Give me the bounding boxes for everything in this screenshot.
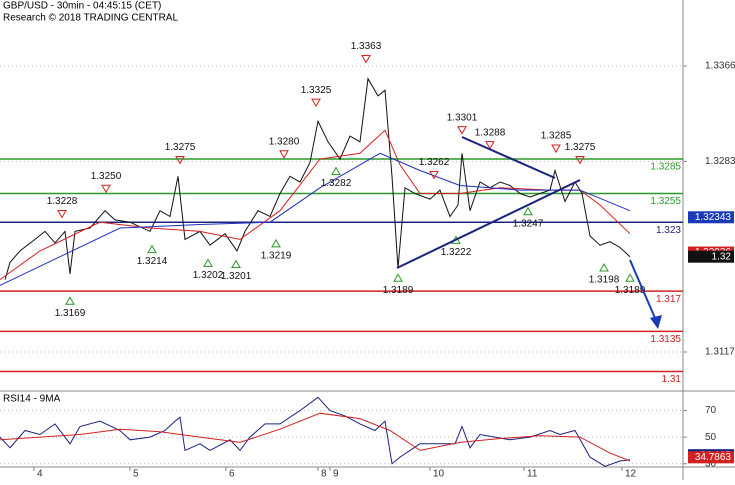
forecast-arrowhead bbox=[650, 315, 662, 329]
swing-low-marker bbox=[331, 166, 341, 175]
forecast-arrow bbox=[629, 259, 656, 319]
x-tick-label: 4 bbox=[37, 469, 43, 480]
swing-high-marker bbox=[429, 170, 439, 180]
swing-high-marker bbox=[57, 210, 67, 219]
x-tick-label: 10 bbox=[433, 469, 445, 480]
swing-high-marker bbox=[361, 54, 371, 64]
level-label: 1.3135 bbox=[650, 334, 681, 345]
swing-label: 1.3169 bbox=[55, 308, 86, 319]
level-label: 1.31 bbox=[662, 374, 682, 385]
price-panel: 1.3366 1.3283 1.3117 1.3285 1.3255 1.323 1.317… bbox=[0, 41, 735, 385]
swing-label: 1.3228 bbox=[47, 196, 78, 207]
swing-low-marker bbox=[393, 273, 403, 282]
chart-title: GBP/USD - 30min - 04:45:15 (CET) bbox=[3, 1, 161, 12]
swing-low-marker bbox=[65, 296, 75, 305]
level-label: 1.3285 bbox=[650, 162, 681, 173]
swing-low-marker bbox=[625, 273, 635, 282]
swing-high-marker bbox=[175, 156, 185, 165]
y-tick-label: 1.3283 bbox=[705, 156, 735, 167]
swing-label: 1.3301 bbox=[447, 112, 478, 123]
swing-low-marker bbox=[599, 262, 609, 272]
level-label: 1.3255 bbox=[650, 196, 681, 207]
chart-subtitle: Research © 2018 TRADING CENTRAL bbox=[3, 13, 178, 24]
x-tick-label: 8 bbox=[321, 469, 327, 480]
rsi-line bbox=[0, 396, 631, 467]
x-tick-label: 6 bbox=[229, 469, 235, 480]
swing-high-marker bbox=[575, 156, 585, 165]
swing-label: 1.3282 bbox=[321, 178, 352, 189]
y-tick-label: 1.3117 bbox=[705, 347, 735, 358]
price-marker bbox=[688, 451, 734, 464]
y-tick-label: 30 bbox=[705, 458, 717, 469]
y-tick-label: 70 bbox=[705, 405, 717, 416]
swing-label: 1.3189 bbox=[615, 285, 646, 296]
y-tick-label: 50 bbox=[705, 432, 717, 443]
trend-line bbox=[461, 136, 556, 179]
swing-label: 1.3219 bbox=[261, 250, 292, 261]
swing-label: 1.3280 bbox=[269, 136, 300, 147]
rsi-panel: 70503036.40534.7863 bbox=[0, 396, 734, 469]
swing-label: 1.3247 bbox=[513, 218, 544, 229]
x-tick-label: 5 bbox=[133, 469, 139, 480]
rsi-title: RSI14 - 9MA bbox=[3, 394, 61, 405]
swing-low-marker bbox=[523, 206, 533, 216]
price-marker-label: 1.32343 bbox=[695, 212, 732, 223]
swing-low-marker bbox=[231, 259, 241, 269]
swing-low-marker bbox=[203, 258, 213, 267]
level-label: 1.317 bbox=[656, 294, 681, 305]
swing-high-marker bbox=[551, 144, 561, 154]
swing-high-marker bbox=[485, 141, 495, 150]
price-marker bbox=[688, 250, 734, 263]
swing-high-marker bbox=[101, 184, 111, 194]
x-tick-label: 9 bbox=[333, 469, 339, 480]
swing-low-marker bbox=[147, 244, 157, 254]
x-tick-label: 11 bbox=[527, 469, 538, 480]
swing-high-marker bbox=[311, 98, 321, 108]
level-label: 1.323 bbox=[656, 225, 681, 236]
swing-low-marker bbox=[271, 238, 281, 248]
trend-line bbox=[396, 179, 581, 269]
swing-label: 1.3222 bbox=[441, 247, 472, 258]
swing-label: 1.3275 bbox=[565, 142, 596, 153]
price-marker bbox=[688, 211, 734, 224]
price-marker-label: 34.7863 bbox=[695, 452, 732, 463]
swing-label: 1.3262 bbox=[419, 157, 450, 168]
y-tick-label: 1.3366 bbox=[705, 61, 735, 72]
swing-label: 1.3201 bbox=[221, 271, 252, 282]
swing-label: 1.3250 bbox=[91, 171, 122, 182]
swing-high-marker bbox=[457, 126, 467, 135]
price-line bbox=[0, 152, 631, 286]
swing-label: 1.3363 bbox=[351, 41, 382, 52]
swing-label: 1.3198 bbox=[589, 275, 620, 286]
swing-high-marker bbox=[279, 150, 289, 159]
price-line bbox=[4, 77, 631, 280]
x-tick-label: 12 bbox=[625, 469, 637, 480]
swing-label: 1.3214 bbox=[137, 256, 168, 267]
swing-label: 1.3285 bbox=[541, 131, 572, 142]
swing-label: 1.3202 bbox=[193, 270, 224, 281]
swing-label: 1.3288 bbox=[475, 127, 506, 138]
swing-label: 1.3189 bbox=[383, 285, 414, 296]
rsi-line bbox=[0, 412, 631, 462]
swing-label: 1.3275 bbox=[165, 142, 196, 153]
price-marker-label: 1.32 bbox=[712, 251, 732, 262]
swing-label: 1.3325 bbox=[301, 85, 332, 96]
